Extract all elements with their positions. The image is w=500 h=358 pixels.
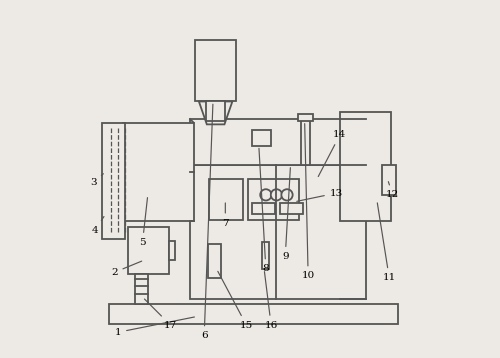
Text: 13: 13: [297, 189, 343, 201]
Bar: [248, 179, 300, 219]
Bar: [109, 304, 398, 324]
Bar: [280, 203, 303, 214]
Text: 11: 11: [378, 203, 396, 282]
Bar: [262, 242, 268, 269]
Bar: [382, 165, 396, 195]
Bar: [190, 119, 366, 165]
Bar: [206, 101, 226, 121]
Bar: [196, 40, 236, 101]
Bar: [102, 122, 125, 239]
Text: 14: 14: [318, 130, 346, 176]
Text: 2: 2: [111, 261, 142, 277]
Circle shape: [260, 189, 272, 200]
Text: 7: 7: [222, 203, 228, 228]
Text: 9: 9: [282, 168, 290, 261]
Bar: [298, 114, 314, 121]
Text: 6: 6: [201, 104, 213, 340]
Bar: [123, 122, 194, 221]
Text: 3: 3: [90, 174, 104, 187]
Circle shape: [282, 189, 292, 200]
Text: 1: 1: [114, 317, 194, 337]
Bar: [208, 244, 221, 278]
Text: 5: 5: [139, 198, 147, 247]
Polygon shape: [199, 101, 232, 124]
Circle shape: [271, 189, 282, 200]
Bar: [340, 112, 391, 221]
Text: 17: 17: [144, 299, 178, 330]
Bar: [169, 241, 175, 260]
Bar: [136, 274, 148, 304]
Text: 4: 4: [92, 217, 104, 234]
Bar: [252, 130, 271, 145]
Text: 16: 16: [264, 272, 278, 330]
Bar: [128, 227, 169, 274]
Bar: [210, 179, 243, 219]
Bar: [252, 203, 274, 214]
Text: 12: 12: [386, 182, 400, 199]
Text: 10: 10: [302, 124, 315, 280]
Text: 15: 15: [218, 271, 253, 330]
Text: 8: 8: [259, 148, 269, 274]
Bar: [301, 119, 310, 165]
Bar: [190, 165, 366, 299]
